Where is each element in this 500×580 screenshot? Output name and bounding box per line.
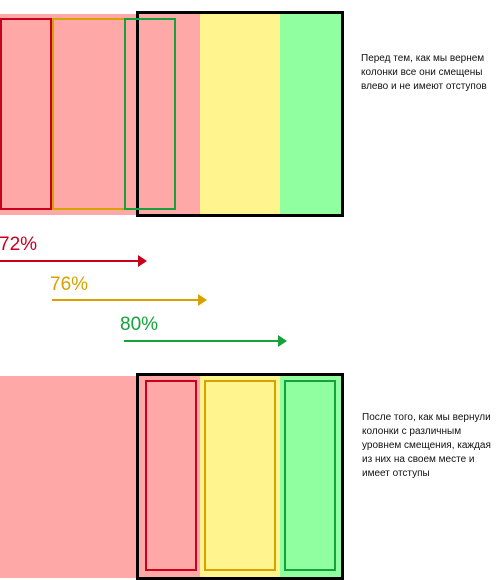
column-3-after <box>284 380 336 571</box>
container-frame-before <box>136 11 344 217</box>
col3-background-in-container <box>280 376 341 577</box>
col1-background-in-container <box>139 376 200 577</box>
col2-background-in-container <box>200 376 280 577</box>
note-before: Перед тем, как мы вернем колонки все они… <box>361 53 487 92</box>
column-1-after <box>145 380 197 571</box>
arrow-72 <box>0 255 147 267</box>
arrow-80 <box>124 335 287 347</box>
col1-background-shifted <box>0 14 200 215</box>
arrow-76 <box>52 294 207 306</box>
offset-label-80: 80% <box>120 314 159 335</box>
offset-label-76: 76% <box>50 274 89 295</box>
offset-label-72: 72% <box>0 234 38 255</box>
col3-background <box>280 14 342 215</box>
column-1-before <box>0 18 52 210</box>
col2-background <box>200 14 280 215</box>
column-3-before <box>124 18 176 210</box>
note-after: После того, как мы вернули колонки с раз… <box>362 412 491 479</box>
column-2-after <box>204 380 276 571</box>
col1-background-left-overflow <box>0 376 138 578</box>
container-frame-after <box>136 373 344 580</box>
